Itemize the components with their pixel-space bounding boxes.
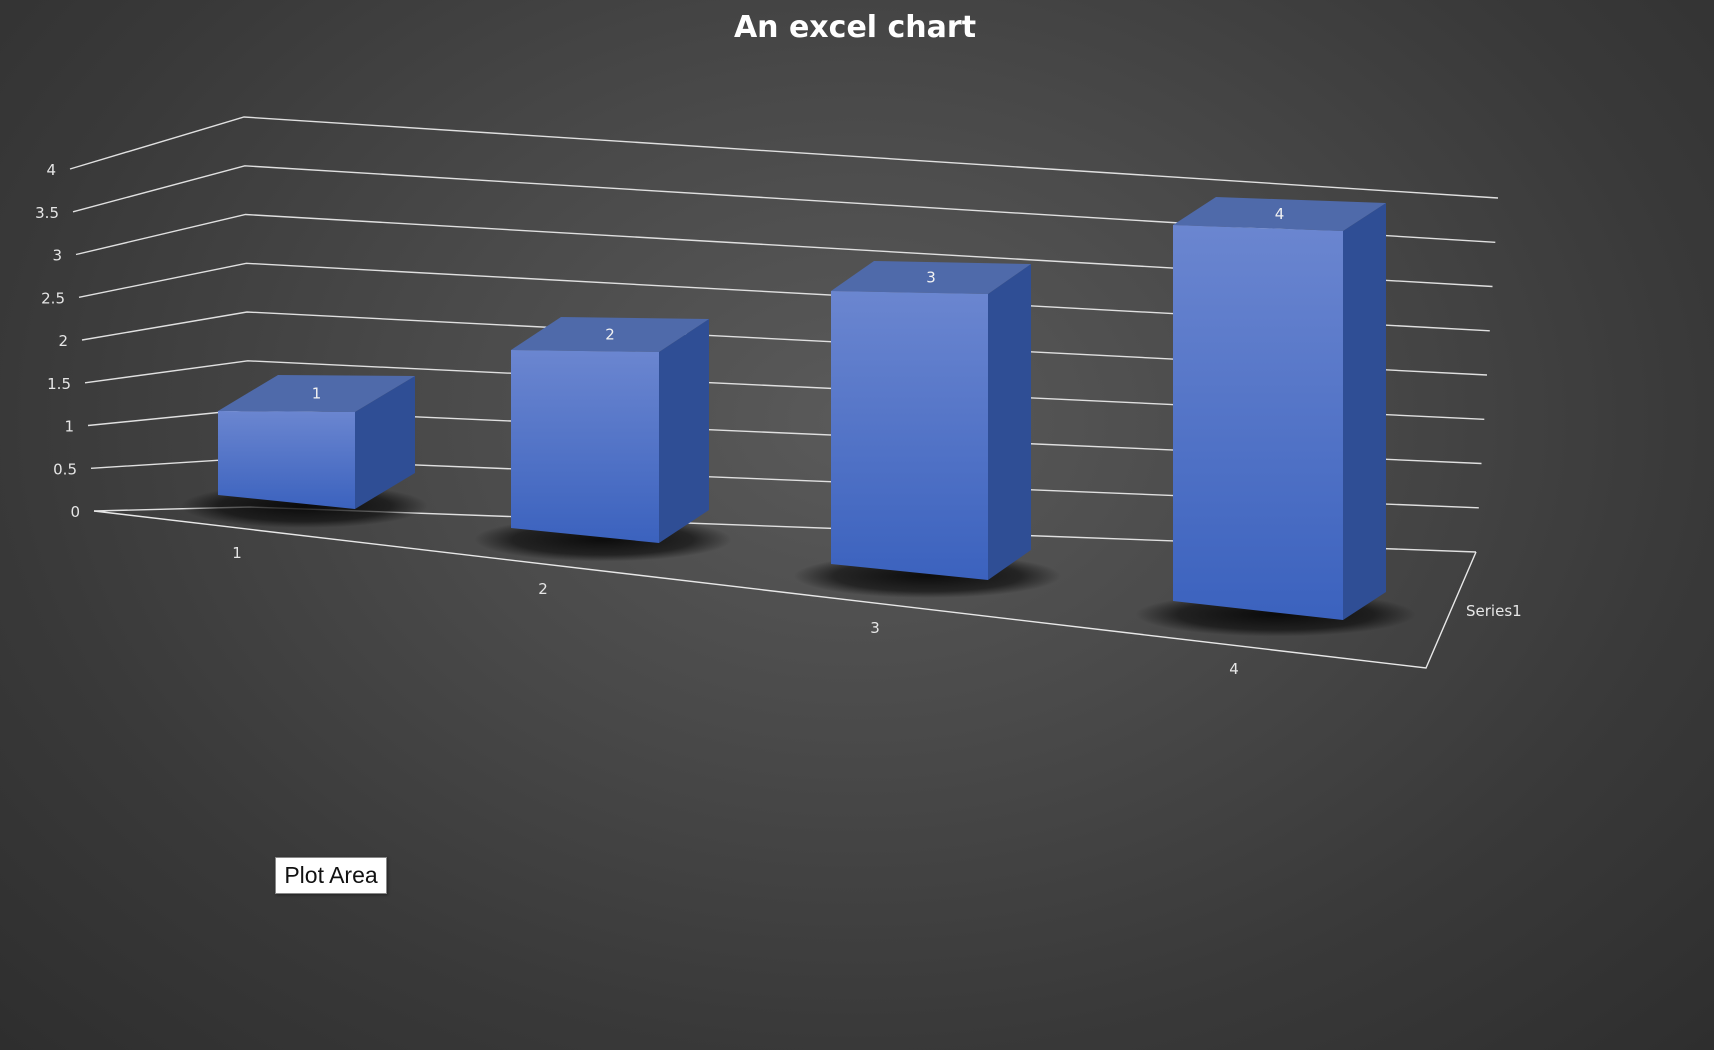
y-tick-label: 3 [52, 247, 62, 265]
y-tick-label: 0.5 [53, 460, 77, 478]
plot-area-tooltip: Plot Area [275, 857, 387, 894]
bar-side-face [659, 319, 709, 543]
y-tick-label: 2.5 [41, 289, 65, 307]
y-tick-label: 1.5 [47, 375, 71, 393]
depth-axis-label: Series1 [1466, 602, 1522, 620]
y-tick-label: 4 [46, 161, 56, 179]
axes [93, 510, 1477, 669]
y-tick-label: 1 [64, 418, 74, 436]
gridlines [69, 116, 1499, 553]
floor-edge [93, 510, 1477, 669]
data-label: 4 [1275, 205, 1285, 223]
y-tick-label: 3.5 [35, 204, 59, 222]
bar-side-face [988, 264, 1031, 580]
x-axis-ticks: 1 2 3 4 [232, 544, 1239, 678]
bar [1173, 225, 1343, 620]
bar [511, 350, 659, 543]
y-axis-ticks: 0 0.5 1 1.5 2 2.5 3 3.5 4 [35, 161, 80, 521]
bars [181, 197, 1416, 637]
data-labels: 1 2 3 4 [312, 205, 1285, 403]
data-label: 3 [926, 269, 936, 287]
data-label: 1 [312, 385, 322, 403]
data-label: 2 [605, 326, 615, 344]
gridline [75, 213, 1493, 288]
x-tick-label: 3 [870, 619, 880, 637]
bar-top-face [511, 317, 709, 352]
x-tick-label: 2 [538, 580, 548, 598]
bar-top-face [218, 375, 415, 412]
y-tick-label: 2 [58, 332, 68, 350]
bar [831, 291, 988, 580]
bar-side-face [1343, 203, 1386, 620]
x-tick-label: 1 [232, 544, 242, 562]
y-tick-label: 0 [70, 503, 80, 521]
x-tick-label: 4 [1229, 660, 1239, 678]
gridline [78, 262, 1490, 332]
bar-side-face [355, 376, 415, 509]
gridline [69, 116, 1499, 199]
gridline [81, 311, 1488, 376]
gridline [84, 360, 1485, 420]
bar [218, 411, 355, 509]
bar-top-face [831, 261, 1031, 294]
chart-title: An excel chart [734, 10, 976, 45]
bar-top-face [1173, 197, 1386, 231]
gridline [72, 165, 1496, 243]
